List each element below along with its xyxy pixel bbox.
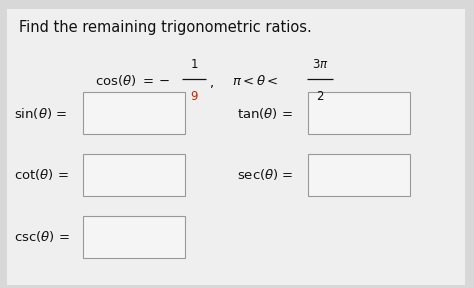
Text: sin($\theta$) =: sin($\theta$) = [14, 105, 67, 121]
FancyBboxPatch shape [308, 92, 410, 134]
Text: tan($\theta$) =: tan($\theta$) = [237, 105, 293, 121]
FancyBboxPatch shape [7, 9, 465, 285]
Text: sec($\theta$) =: sec($\theta$) = [237, 167, 293, 183]
FancyBboxPatch shape [83, 216, 185, 258]
Text: Find the remaining trigonometric ratios.: Find the remaining trigonometric ratios. [19, 20, 312, 35]
Text: $\pi < \theta <$: $\pi < \theta <$ [232, 74, 279, 88]
FancyBboxPatch shape [308, 154, 410, 196]
Text: cos($\theta$) $= -$: cos($\theta$) $= -$ [95, 73, 170, 88]
Text: 9: 9 [191, 90, 198, 103]
Text: ,: , [210, 77, 214, 90]
FancyBboxPatch shape [83, 154, 185, 196]
FancyBboxPatch shape [83, 92, 185, 134]
Text: csc($\theta$) =: csc($\theta$) = [14, 229, 70, 245]
Text: 2: 2 [316, 90, 324, 103]
Text: 1: 1 [191, 58, 198, 71]
Text: cot($\theta$) =: cot($\theta$) = [14, 167, 69, 183]
Text: $3\pi$: $3\pi$ [311, 58, 328, 71]
